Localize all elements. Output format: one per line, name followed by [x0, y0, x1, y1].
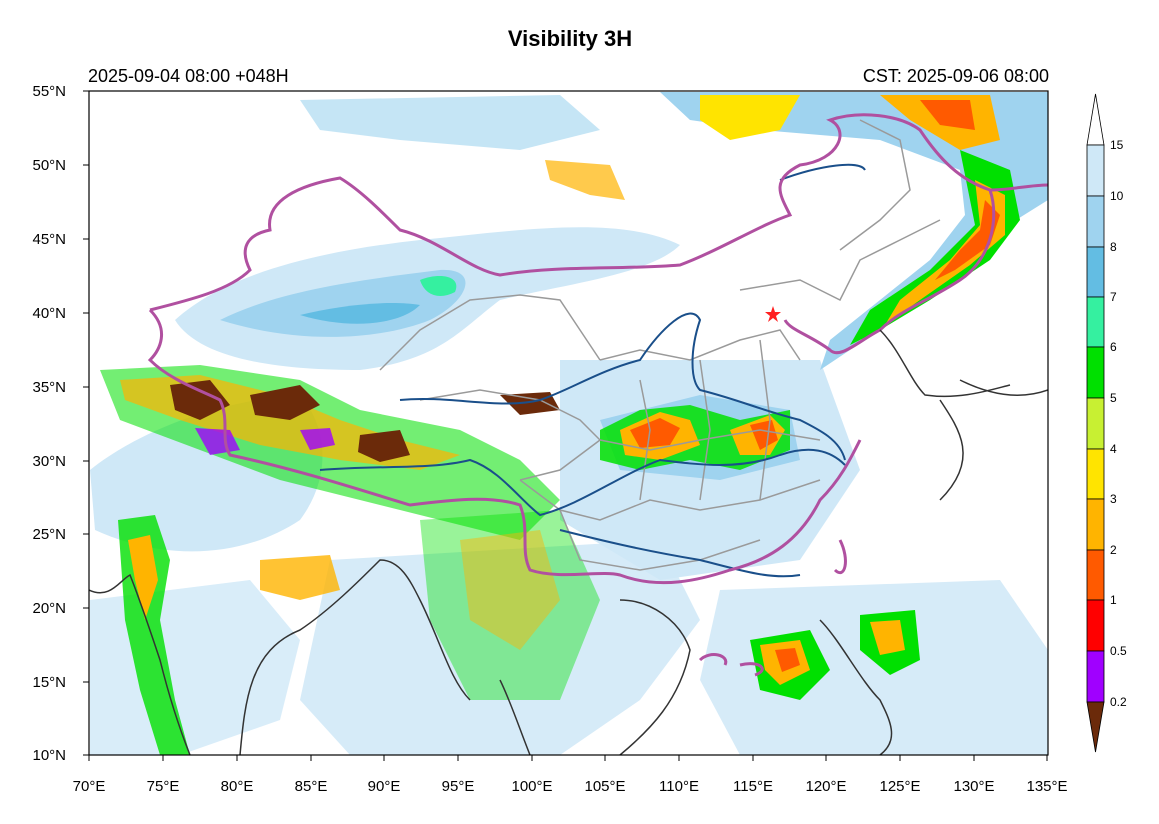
lat-label-10: 10°N: [32, 747, 66, 764]
colorbar-label-6: 6: [1110, 340, 1117, 354]
lat-label-55: 55°N: [32, 83, 66, 100]
colorbar-segment-2: [1086, 246, 1105, 298]
map-frame: [88, 90, 1049, 756]
lon-label-80: 80°E: [220, 778, 254, 795]
colorbar-label-5: 5: [1110, 391, 1117, 405]
lon-label-110: 110°E: [659, 778, 699, 795]
colorbar: [1086, 93, 1105, 753]
colorbar-segment-4: [1086, 346, 1105, 399]
lat-label-20: 20°N: [32, 600, 66, 617]
map-title: Visibility 3H: [507, 26, 633, 51]
colorbar-label-8: 8: [1110, 240, 1117, 254]
lon-label-100: 100°E: [511, 778, 553, 795]
star-marker: [765, 306, 781, 322]
colorbar-label-15: 15: [1110, 138, 1124, 152]
lon-label-105: 105°E: [584, 778, 626, 795]
colorbar-segment-10: [1086, 650, 1105, 703]
colorbar-label-7: 7: [1110, 290, 1117, 304]
lat-label-35: 35°N: [32, 379, 66, 396]
colorbar-label-3: 3: [1110, 492, 1117, 506]
valid-time-label: CST: 2025-09-06 08:00: [862, 66, 1049, 86]
colorbar-segment-0: [1086, 144, 1105, 197]
axis-ticks: [83, 90, 1048, 761]
lon-label-85: 85°E: [294, 778, 328, 795]
colorbar-label-10: 10: [1110, 189, 1124, 203]
colorbar-bottom-triangle: [1086, 701, 1105, 753]
colorbar-segment-9: [1086, 599, 1105, 652]
lon-label-135: 135°E: [1026, 778, 1068, 795]
colorbar-segment-8: [1086, 549, 1105, 601]
lat-label-30: 30°N: [32, 453, 66, 470]
lon-label-115: 115°E: [733, 778, 773, 795]
colorbar-label-0-5: 0.5: [1110, 644, 1127, 658]
colorbar-segment-1: [1086, 195, 1105, 248]
lat-label-25: 25°N: [32, 526, 66, 543]
visibility-field: [89, 92, 1048, 755]
colorbar-segment-3: [1086, 296, 1105, 348]
lat-label-50: 50°N: [32, 157, 66, 174]
colorbar-label-0-2: 0.2: [1110, 695, 1127, 709]
lon-label-90: 90°E: [367, 778, 401, 795]
colorbar-label-1: 1: [1110, 593, 1117, 607]
colorbar-segment-6: [1086, 448, 1105, 500]
colorbar-segment-5: [1086, 397, 1105, 450]
lon-label-95: 95°E: [441, 778, 475, 795]
colorbar-segment-7: [1086, 498, 1105, 551]
colorbar-top-triangle: [1086, 93, 1105, 146]
colorbar-label-4: 4: [1110, 442, 1117, 456]
lon-label-130: 130°E: [953, 778, 995, 795]
lat-label-45: 45°N: [32, 231, 66, 248]
colorbar-label-2: 2: [1110, 543, 1117, 557]
init-time-label: 2025-09-04 08:00 +048H: [88, 66, 289, 86]
lon-label-75: 75°E: [146, 778, 180, 795]
lat-label-40: 40°N: [32, 305, 66, 322]
lon-label-120: 120°E: [805, 778, 847, 795]
lon-label-70: 70°E: [72, 778, 106, 795]
lon-label-125: 125°E: [879, 778, 921, 795]
lat-label-15: 15°N: [32, 674, 66, 691]
